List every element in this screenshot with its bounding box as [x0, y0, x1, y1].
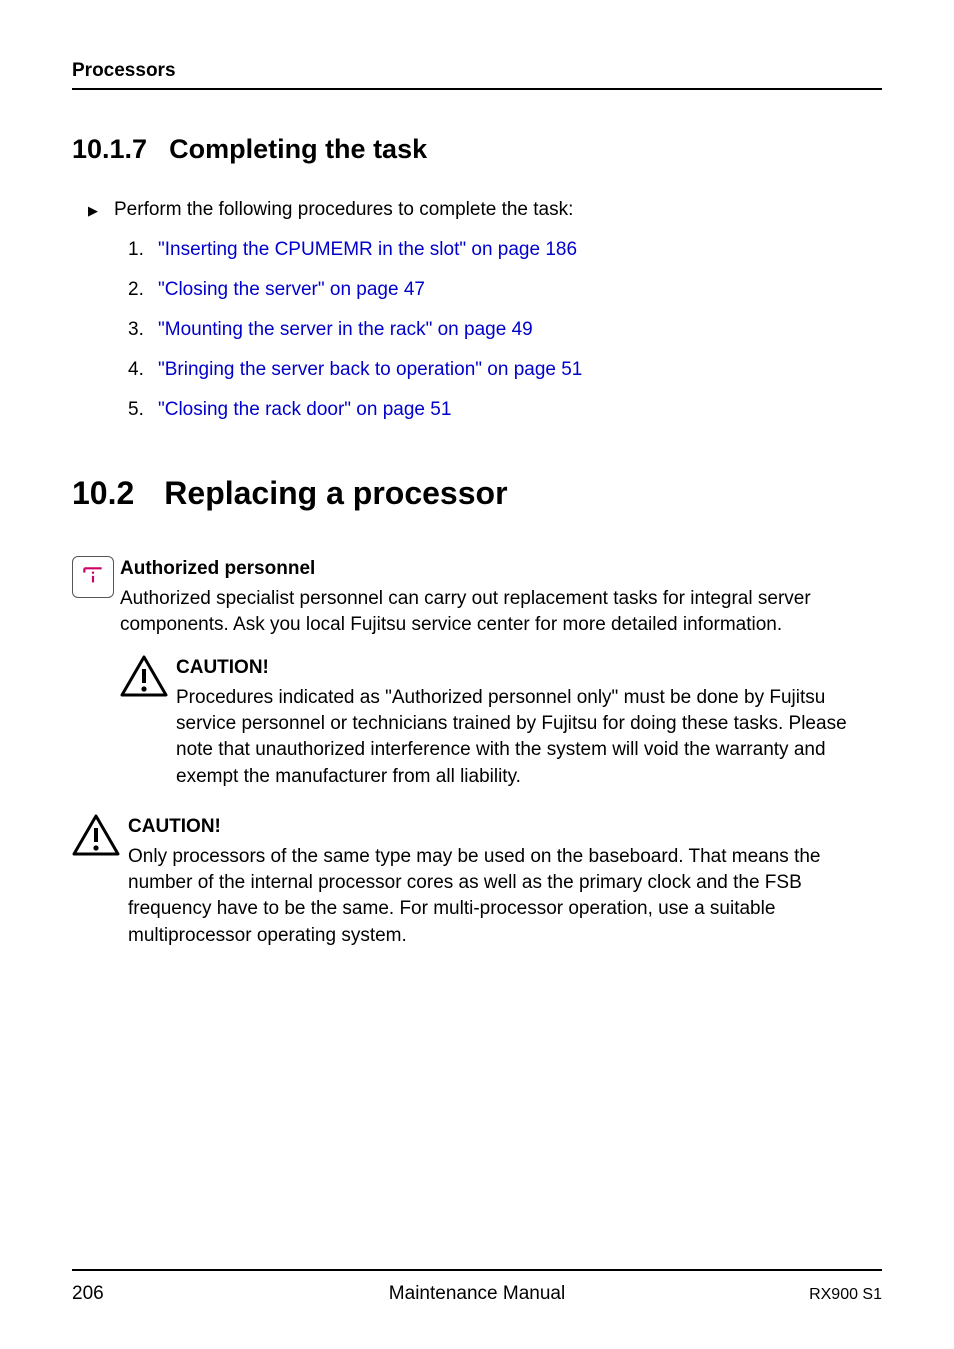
heading-number: 10.1.7 [72, 134, 147, 165]
triangle-bullet-icon: ▶ [88, 199, 98, 219]
xref-link[interactable]: "Closing the server" on page 47 [158, 279, 425, 301]
page-footer: 206 Maintenance Manual RX900 S1 [72, 1269, 882, 1305]
heading-number: 10.2 [72, 475, 134, 512]
caution-icon-container [72, 814, 128, 949]
intro-text: Perform the following procedures to comp… [114, 199, 573, 221]
caution-nested: CAUTION! Procedures indicated as "Author… [120, 655, 882, 790]
item-number: 4. [128, 359, 158, 381]
caution-heading: CAUTION! [176, 655, 882, 681]
xref-link[interactable]: "Bringing the server back to operation" … [158, 359, 582, 381]
xref-link[interactable]: "Mounting the server in the rack" on pag… [158, 319, 533, 341]
list-item: 5. "Closing the rack door" on page 51 [128, 399, 882, 421]
info-body: Authorized personnel Authorized speciali… [120, 556, 882, 800]
running-head: Processors [72, 60, 882, 90]
list-item: 1. "Inserting the CPUMEMR in the slot" o… [128, 239, 882, 261]
procedure-intro: ▶ Perform the following procedures to co… [88, 199, 882, 221]
heading-10-1-7: 10.1.7 Completing the task [72, 134, 882, 165]
xref-link[interactable]: "Inserting the CPUMEMR in the slot" on p… [158, 239, 577, 261]
item-number: 5. [128, 399, 158, 421]
xref-link[interactable]: "Closing the rack door" on page 51 [158, 399, 451, 421]
info-icon [72, 556, 114, 598]
item-number: 2. [128, 279, 158, 301]
caution-body: CAUTION! Only processors of the same typ… [128, 814, 882, 949]
caution-body: CAUTION! Procedures indicated as "Author… [176, 655, 882, 790]
caution-outer: CAUTION! Only processors of the same typ… [72, 814, 882, 949]
caution-text: Only processors of the same type may be … [128, 846, 821, 946]
list-item: 4. "Bringing the server back to operatio… [128, 359, 882, 381]
item-number: 1. [128, 239, 158, 261]
info-note: Authorized personnel Authorized speciali… [72, 556, 882, 800]
list-item: 3. "Mounting the server in the rack" on … [128, 319, 882, 341]
heading-10-2: 10.2 Replacing a processor [72, 475, 882, 512]
page-number: 206 [72, 1283, 104, 1305]
info-text: Authorized specialist personnel can carr… [120, 588, 811, 635]
caution-icon [72, 814, 120, 856]
numbered-list: 1. "Inserting the CPUMEMR in the slot" o… [128, 239, 882, 421]
footer-title: Maintenance Manual [72, 1283, 882, 1305]
caution-text: Procedures indicated as "Authorized pers… [176, 687, 847, 787]
list-item: 2. "Closing the server" on page 47 [128, 279, 882, 301]
info-heading: Authorized personnel [120, 556, 882, 582]
info-icon-container [72, 556, 116, 800]
heading-title: Replacing a processor [164, 475, 507, 511]
caution-icon-container [120, 655, 176, 790]
caution-heading: CAUTION! [128, 814, 882, 840]
footer-model: RX900 S1 [809, 1286, 882, 1304]
item-number: 3. [128, 319, 158, 341]
caution-icon [120, 655, 168, 697]
heading-title: Completing the task [169, 134, 427, 164]
